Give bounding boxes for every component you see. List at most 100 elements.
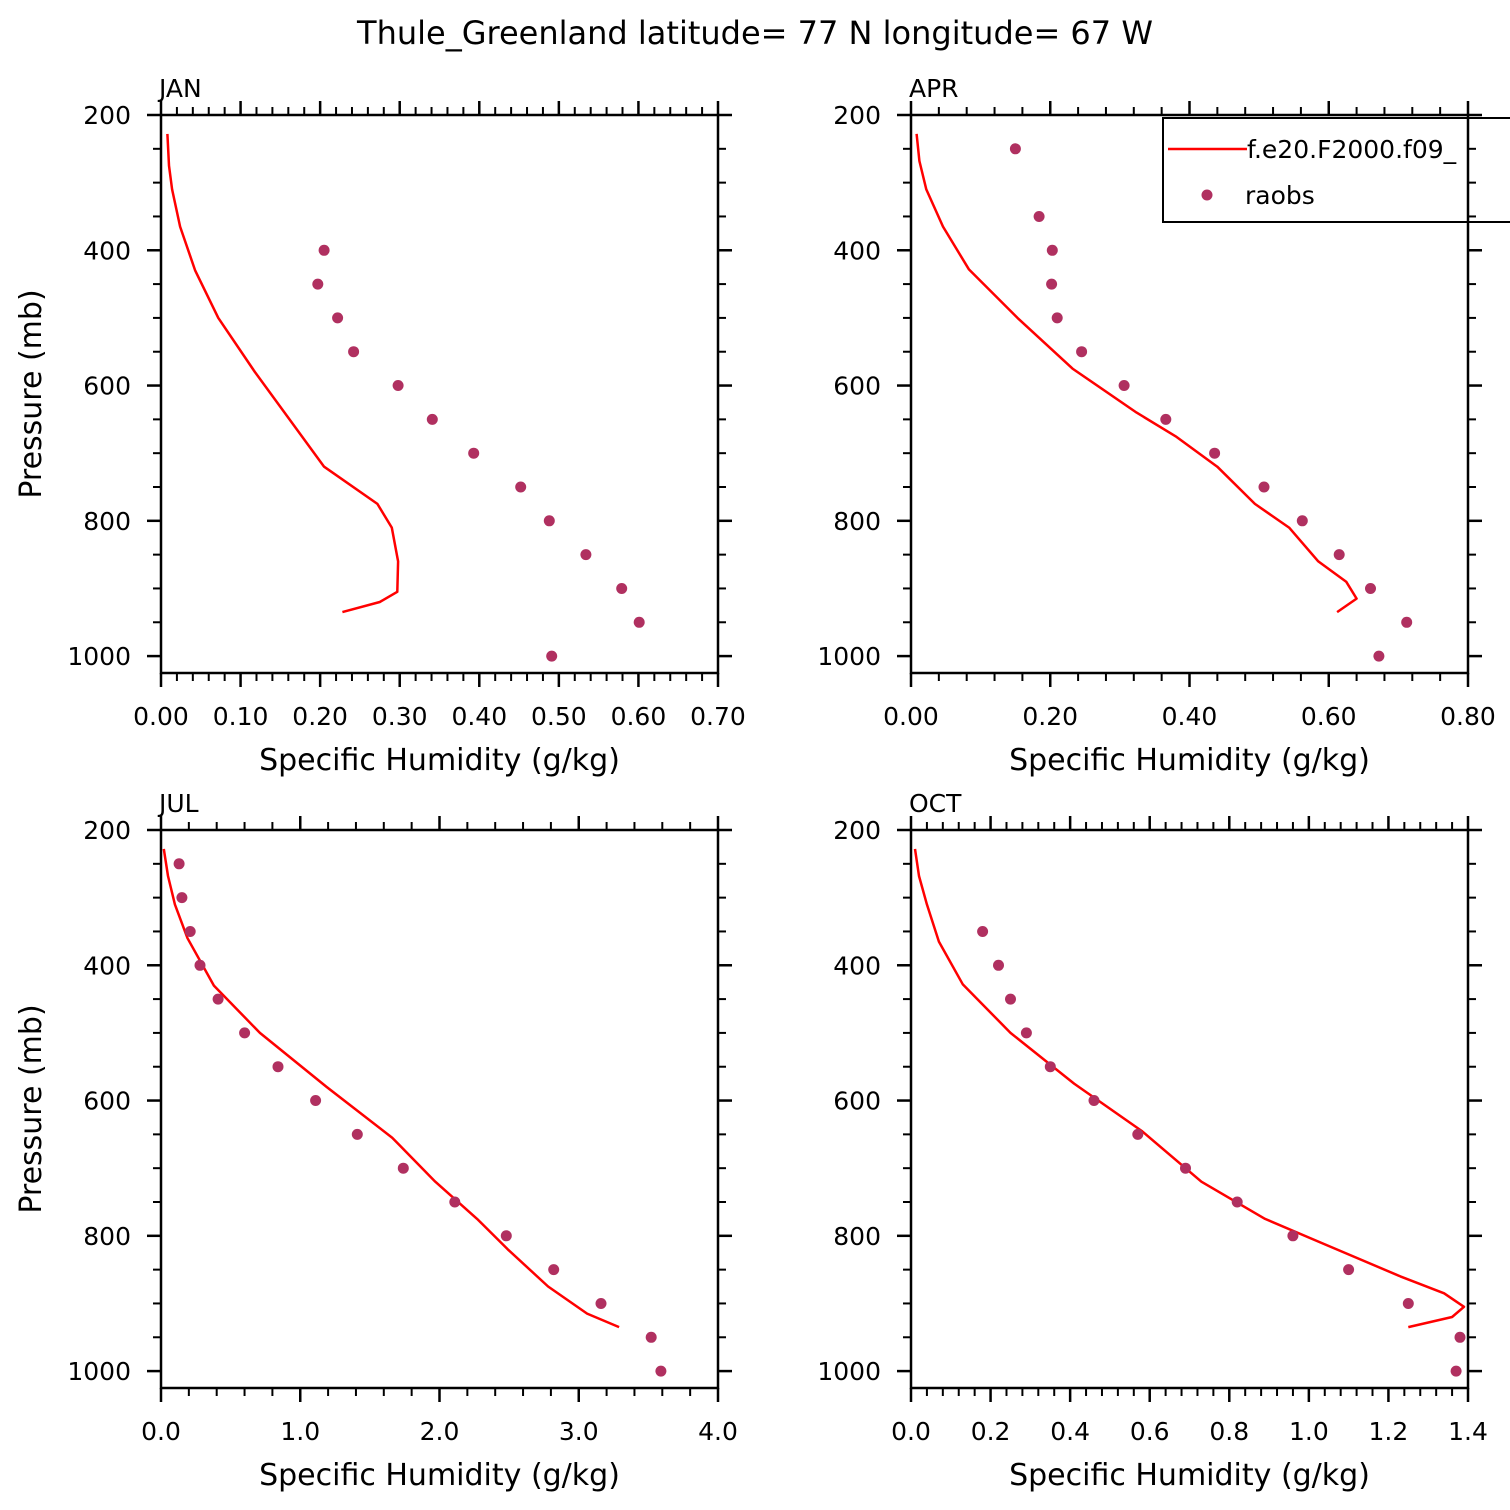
raobs-point <box>500 1230 512 1242</box>
plot-frame <box>909 113 1470 675</box>
plot-frame <box>159 113 720 675</box>
raobs-point <box>1450 1365 1462 1377</box>
raobs-point <box>1365 583 1376 594</box>
raobs-point <box>548 1264 560 1276</box>
plot-frame <box>909 828 1470 1390</box>
x-tick-label: 0.20 <box>292 702 348 731</box>
raobs-point <box>1051 312 1063 324</box>
panel-apr: APR 0.00 0.20 0.40 0.60 0.80 200 400 600 800 1000 S… <box>817 74 1495 778</box>
raobs-point <box>1132 1128 1144 1140</box>
legend-frame <box>1162 117 1510 223</box>
y-tick-label: 200 <box>833 816 881 845</box>
x-tick-label: 0.6 <box>1130 1417 1170 1446</box>
raobs-point <box>1296 515 1308 527</box>
x-tick-label: 0.80 <box>1440 702 1496 731</box>
raobs-point <box>1402 1298 1414 1309</box>
raobs-point <box>1005 993 1016 1005</box>
raobs-point <box>977 926 989 937</box>
y-tick-label: 600 <box>833 372 881 401</box>
y-tick-label: 200 <box>83 101 131 130</box>
legend-model-label: f.e20.F2000.f09_ <box>1247 135 1457 164</box>
panels: JAN 0.00 0.10 0.20 0.30 0.40 0.50 0.60 0.70 200 40… <box>14 74 1510 1493</box>
raobs-point <box>239 1027 251 1039</box>
model-profile-line <box>162 848 620 1329</box>
y-tick-label: 800 <box>83 507 131 536</box>
raobs-point <box>655 1365 667 1377</box>
x-tick-label: 0.00 <box>883 702 939 731</box>
x-tick-label: 0.20 <box>1022 702 1078 731</box>
raobs-point <box>633 616 645 628</box>
x-tick-label: 0.60 <box>611 702 667 731</box>
raobs-point <box>1046 278 1058 290</box>
raobs-point <box>212 993 224 1005</box>
raobs-point <box>1118 380 1130 391</box>
raobs-point <box>1088 1095 1100 1106</box>
y-axis-title: Pressure (mb) <box>14 289 49 498</box>
raobs-point <box>351 1128 363 1140</box>
raobs-point <box>184 926 196 937</box>
model-profile-line <box>166 133 400 614</box>
raobs-point <box>173 858 185 870</box>
x-tick-label: 0.0 <box>891 1417 931 1446</box>
figure-title: Thule_Greenland latitude= 77 N longitude… <box>356 14 1153 52</box>
raobs-point <box>1333 549 1345 561</box>
raobs-point <box>318 244 330 256</box>
y-tick-label: 400 <box>833 236 881 265</box>
y-tick-label: 800 <box>833 507 881 536</box>
raobs-point <box>546 650 558 662</box>
panel-jul: JUL 0.0 1.0 2.0 3.0 4.0 200 400 600 800 1000 Specif… <box>14 789 738 1493</box>
x-tick-label: 1.4 <box>1448 1417 1488 1446</box>
y-tick-label: 400 <box>83 951 131 980</box>
plot-frame <box>159 828 720 1390</box>
raobs-point <box>312 278 324 290</box>
y-tick-label: 1000 <box>817 1357 881 1386</box>
raobs-point <box>1046 244 1058 256</box>
x-tick-label: 0.0 <box>141 1417 181 1446</box>
y-tick-label: 400 <box>83 236 131 265</box>
y-tick-label: 600 <box>83 1087 131 1116</box>
legend-marker-swatch <box>1201 189 1213 201</box>
panel-oct: OCT 0.0 0.2 0.4 0.6 0.8 1.0 1.2 1.4 200 400 600 800 1… <box>817 789 1488 1493</box>
y-tick-label: 800 <box>833 1222 881 1251</box>
x-tick-label: 0.70 <box>690 702 746 731</box>
raobs-point <box>580 549 592 561</box>
panel-jan: JAN 0.00 0.10 0.20 0.30 0.40 0.50 0.60 0.70 200 40… <box>14 74 746 778</box>
raobs-point <box>1009 143 1021 155</box>
y-axis-title: Pressure (mb) <box>14 1004 49 1213</box>
legend-obs-label: raobs <box>1245 181 1315 210</box>
x-tick-label: 0.40 <box>1162 702 1218 731</box>
y-tick-label: 400 <box>833 951 881 980</box>
x-tick-label: 0.10 <box>213 702 269 731</box>
raobs-point <box>1401 616 1413 628</box>
raobs-point <box>1076 346 1088 358</box>
raobs-point <box>272 1061 284 1073</box>
raobs-point <box>397 1162 409 1174</box>
model-profile-line <box>915 133 1358 614</box>
y-tick-label: 600 <box>83 372 131 401</box>
panel-title: JUL <box>157 789 199 818</box>
x-tick-label: 0.40 <box>451 702 507 731</box>
raobs-point <box>449 1196 461 1208</box>
x-tick-label: 0.00 <box>133 702 189 731</box>
raobs-point <box>176 892 188 904</box>
x-tick-label: 0.50 <box>531 702 587 731</box>
x-axis-title: Specific Humidity (g/kg) <box>1009 743 1370 778</box>
model-profile-line <box>913 848 1466 1329</box>
raobs-point <box>1160 413 1172 425</box>
x-tick-label: 2.0 <box>420 1417 460 1446</box>
raobs-point <box>310 1095 322 1106</box>
x-axis-title: Specific Humidity (g/kg) <box>259 743 620 778</box>
raobs-point <box>1209 447 1221 459</box>
panel-title: JAN <box>157 74 202 103</box>
raobs-point <box>392 380 404 391</box>
x-axis-title: Specific Humidity (g/kg) <box>1009 1458 1370 1493</box>
raobs-point <box>194 959 206 971</box>
raobs-point <box>1044 1061 1056 1073</box>
x-tick-label: 1.0 <box>280 1417 320 1446</box>
raobs-point <box>1258 481 1270 493</box>
panel-title: APR <box>909 74 959 103</box>
x-tick-label: 0.2 <box>971 1417 1011 1446</box>
raobs-point <box>1287 1230 1299 1242</box>
raobs-point <box>1180 1162 1191 1174</box>
